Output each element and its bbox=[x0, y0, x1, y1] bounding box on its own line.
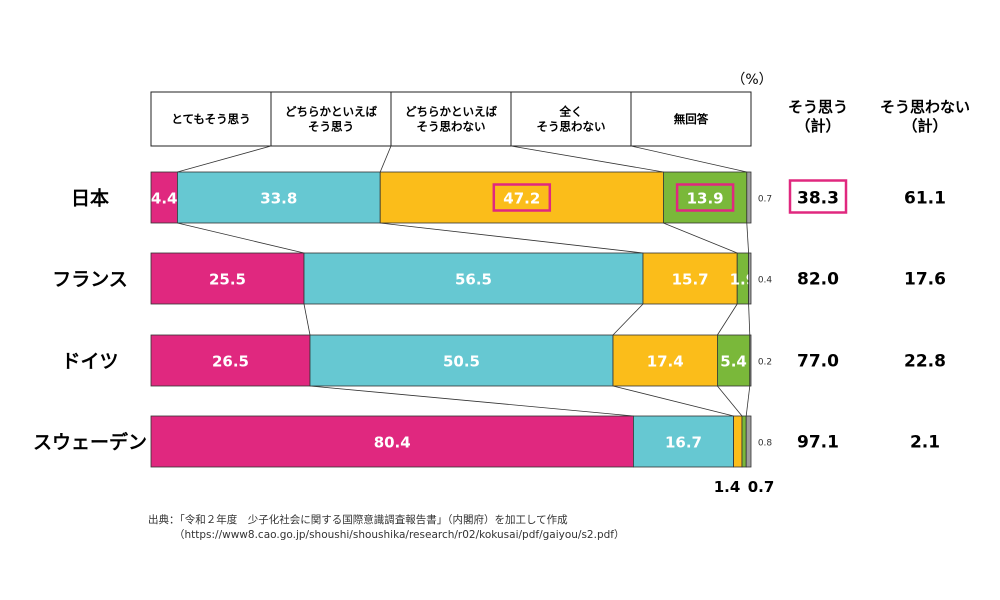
bar-connector-line bbox=[612, 385, 734, 417]
summary-header-2: （計） bbox=[902, 117, 947, 135]
bar-segment bbox=[746, 171, 752, 224]
data-label-below: 0.7 bbox=[748, 478, 775, 496]
data-label: 25.5 bbox=[209, 271, 246, 289]
category-label: ドイツ bbox=[61, 351, 118, 373]
data-label: 16.7 bbox=[665, 434, 702, 452]
bar-segment bbox=[633, 415, 735, 468]
summary-disagree-value: 17.6 bbox=[904, 270, 946, 290]
bar-segment bbox=[150, 252, 305, 305]
bar-segment bbox=[379, 171, 664, 224]
data-label: 47.2 bbox=[503, 190, 540, 208]
summary-agree-value: 82.0 bbox=[797, 270, 839, 290]
bar-connector-line bbox=[177, 222, 305, 254]
bar-segment bbox=[741, 415, 747, 468]
data-label: 33.8 bbox=[260, 190, 297, 208]
data-label: 26.5 bbox=[212, 353, 249, 371]
bar-segment bbox=[745, 415, 752, 468]
legend-connector-line bbox=[177, 145, 272, 173]
category-label: フランス bbox=[52, 269, 128, 291]
legend-connector-line bbox=[630, 145, 747, 173]
data-label: 4.4 bbox=[151, 190, 178, 208]
legend-box-2 bbox=[270, 91, 392, 147]
legend-connector-line bbox=[379, 145, 392, 173]
bar-segment bbox=[309, 334, 614, 387]
data-label-no-answer: 0.2 bbox=[758, 358, 772, 368]
bar-segment bbox=[303, 252, 644, 305]
bar-segment bbox=[150, 334, 311, 387]
bar-connector-line bbox=[748, 303, 751, 336]
bar-segment bbox=[150, 171, 178, 224]
summary-header-1: （計） bbox=[795, 117, 840, 135]
bar-connector-line bbox=[745, 385, 751, 417]
bar-segment bbox=[717, 334, 751, 387]
summary-header-1: そう思う bbox=[788, 98, 848, 116]
highlight-box-summary bbox=[788, 179, 848, 214]
summary-disagree-value: 2.1 bbox=[910, 433, 940, 453]
bar-connector-line bbox=[309, 385, 634, 417]
summary-agree-value: 77.0 bbox=[797, 352, 839, 372]
legend-label-4: そう思わない bbox=[537, 120, 606, 134]
bar-segment bbox=[749, 334, 752, 387]
legend-label-2: どちらかといえば bbox=[285, 105, 377, 119]
bar-segment bbox=[733, 415, 743, 468]
data-label-no-answer: 0.4 bbox=[758, 276, 773, 286]
bar-connector-line bbox=[663, 222, 738, 254]
bar-connector-line bbox=[380, 222, 644, 254]
legend-box-4 bbox=[510, 91, 632, 147]
bar-connector-line bbox=[612, 303, 644, 336]
highlight-box bbox=[675, 183, 735, 212]
legend-label-3: そう思わない bbox=[417, 120, 486, 134]
legend-label-1: とてもそう思う bbox=[171, 112, 250, 126]
legend-connector-line bbox=[510, 145, 664, 173]
bar-segment bbox=[612, 334, 718, 387]
summary-agree-value: 38.3 bbox=[797, 189, 839, 209]
data-label: 50.5 bbox=[443, 353, 480, 371]
category-label: 日本 bbox=[71, 187, 109, 210]
legend-label-5: 無回答 bbox=[674, 112, 709, 126]
summary-disagree-value: 22.8 bbox=[904, 352, 946, 372]
source-line-1: 出典：「令和２年度 少子化社会に関する国際意識調査報告書」（内閣府）を加工して作… bbox=[148, 514, 568, 526]
unit-label: （%） bbox=[731, 72, 772, 88]
data-label: 80.4 bbox=[374, 434, 411, 452]
legend-box-1 bbox=[150, 91, 272, 147]
legend-label-4: 全く bbox=[559, 105, 583, 119]
data-label: 1.9 bbox=[730, 271, 757, 289]
data-label: 56.5 bbox=[455, 271, 492, 289]
category-label: スウェーデン bbox=[33, 431, 147, 454]
bar-connector-line bbox=[717, 303, 738, 336]
bar-connector-line bbox=[717, 385, 743, 417]
bar-connector-line bbox=[303, 303, 311, 336]
data-label: 15.7 bbox=[672, 271, 709, 289]
data-label-no-answer: 0.8 bbox=[758, 439, 773, 449]
bar-segment bbox=[748, 252, 752, 305]
legend-label-2: そう思う bbox=[308, 120, 354, 134]
summary-header-2: そう思わない bbox=[880, 98, 970, 116]
legend-box-3 bbox=[390, 91, 512, 147]
legend-box-5 bbox=[630, 91, 752, 147]
bar-segment bbox=[150, 415, 634, 468]
summary-agree-value: 97.1 bbox=[797, 433, 839, 453]
legend-label-3: どちらかといえば bbox=[405, 105, 497, 119]
data-label: 17.4 bbox=[647, 353, 684, 371]
data-label-below: 1.4 bbox=[714, 478, 741, 496]
bar-segment bbox=[176, 171, 381, 224]
bar-segment bbox=[642, 252, 738, 305]
summary-disagree-value: 61.1 bbox=[904, 189, 946, 209]
data-label: 5.4 bbox=[720, 353, 747, 371]
source-line-2: （https://www8.cao.go.jp/shoushi/shoushik… bbox=[174, 529, 625, 541]
data-label-no-answer: 0.7 bbox=[758, 195, 772, 205]
highlight-box bbox=[492, 183, 552, 212]
bar-connector-line bbox=[746, 222, 749, 254]
data-label: 13.9 bbox=[687, 190, 724, 208]
